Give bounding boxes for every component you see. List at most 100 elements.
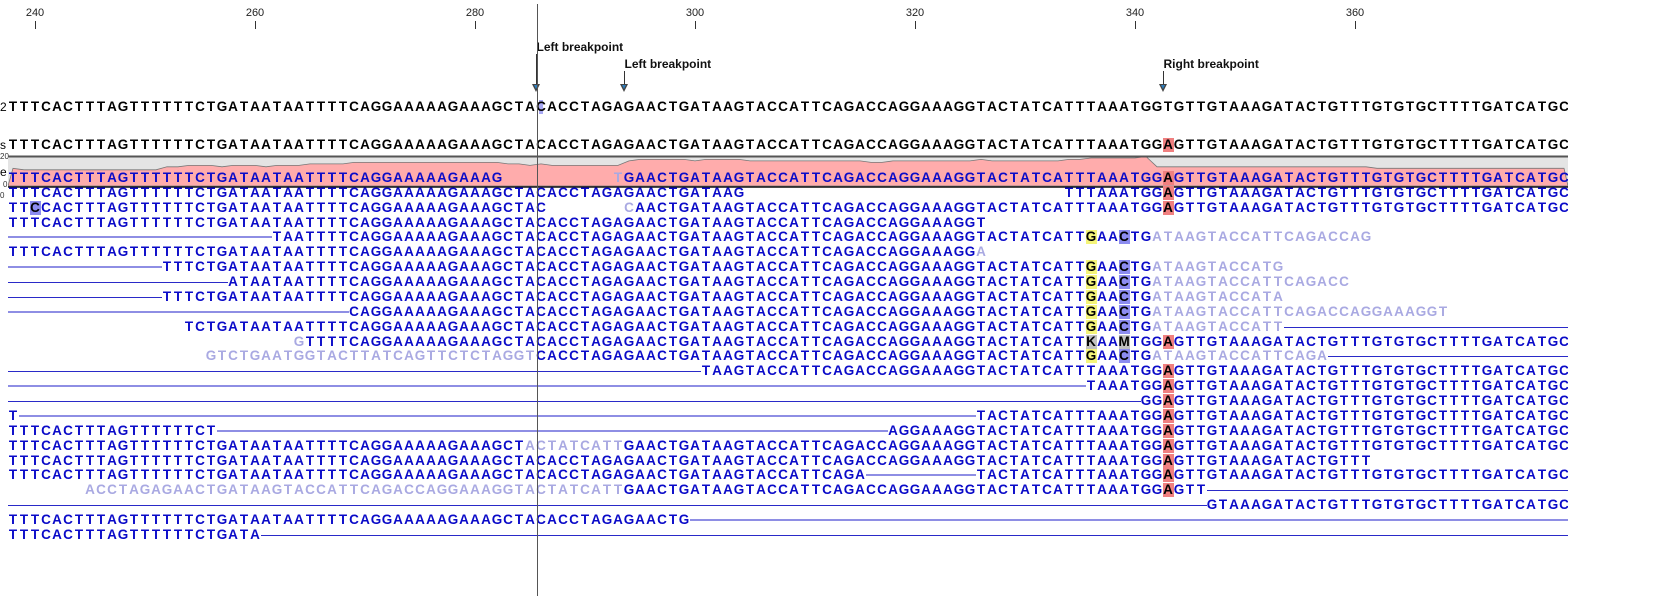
read-clipped-base: T <box>1163 303 1173 319</box>
read-base: T <box>1438 393 1448 409</box>
read-base: A <box>635 199 645 215</box>
read-base: A <box>1053 348 1063 364</box>
read-base: C <box>822 303 832 319</box>
read-base: A <box>481 333 491 349</box>
read-base: A <box>690 229 700 245</box>
read-base: A <box>1240 467 1250 483</box>
read-mismatch-base: A <box>1162 422 1174 438</box>
read-base: T <box>305 229 315 245</box>
consensus-base: C <box>195 137 205 152</box>
read-base: G <box>678 214 690 230</box>
read-base: G <box>1151 393 1163 409</box>
read-base: T <box>514 452 524 468</box>
read-base: A <box>415 467 425 483</box>
read-clipped-base: T <box>1262 348 1272 364</box>
read-base: A <box>646 482 656 498</box>
consensus-base: T <box>514 137 524 152</box>
read-base: C <box>877 363 887 379</box>
read-base: G <box>1206 467 1218 483</box>
read-base: T <box>96 244 106 260</box>
ruler-tick-mark <box>475 21 476 29</box>
read-base: C <box>657 482 667 498</box>
read-base: A <box>360 184 370 200</box>
read-base: A <box>52 422 62 438</box>
read-base: C <box>822 363 832 379</box>
read-base: T <box>580 259 590 275</box>
read-base: A <box>426 303 436 319</box>
read-base: T <box>1086 170 1096 185</box>
read-base: T <box>239 526 249 542</box>
read-base: A <box>525 184 535 200</box>
read-base: A <box>789 259 799 275</box>
read-clipped-base: C <box>470 348 480 364</box>
read-base: A <box>250 452 260 468</box>
read-base: A <box>1526 497 1536 513</box>
read-clipped-base: C <box>404 482 414 498</box>
read-clipped-base: T <box>206 482 216 498</box>
read-clipped-base: G <box>293 348 305 364</box>
read-base: T <box>129 244 139 260</box>
read-base: G <box>1327 333 1339 349</box>
consensus-base: A <box>789 137 799 152</box>
read-base: C <box>41 467 51 483</box>
read-base: A <box>470 303 480 319</box>
consensus-base: G <box>1140 137 1152 152</box>
read-base: A <box>1240 422 1250 438</box>
read-base: G <box>1547 378 1559 394</box>
read-base: G <box>601 259 613 275</box>
read-base: G <box>1140 199 1152 215</box>
read-base: T <box>1438 199 1448 215</box>
read-base: G <box>623 512 635 527</box>
read-base: G <box>491 274 503 290</box>
read-base: C <box>1559 184 1568 200</box>
read-base: A <box>646 244 656 260</box>
read-base: A <box>613 184 623 200</box>
read-base: G <box>216 452 228 468</box>
consensus-base: A <box>107 137 117 152</box>
alignment-view[interactable]: 240 260 280 300 320 340 360 Left breakpoint Lef… <box>0 0 1568 596</box>
read-clipped-base: A <box>1185 318 1195 334</box>
reference-base: T <box>316 99 326 114</box>
consensus-base: C <box>536 137 546 152</box>
read-base: A <box>250 244 260 260</box>
read-base: T <box>1196 170 1206 185</box>
read-base: C <box>1042 199 1052 215</box>
read-base: A <box>459 333 469 349</box>
read-base: C <box>536 244 546 260</box>
reference-base: T <box>305 99 315 114</box>
read-base: T <box>316 318 326 334</box>
read-base: G <box>953 244 965 260</box>
read-base: T <box>173 184 183 200</box>
reference-base: T <box>1405 99 1415 114</box>
read-base: C <box>767 318 777 334</box>
read-base: A <box>888 214 898 230</box>
read-base: T <box>1504 378 1514 394</box>
read-base: A <box>1020 348 1030 364</box>
